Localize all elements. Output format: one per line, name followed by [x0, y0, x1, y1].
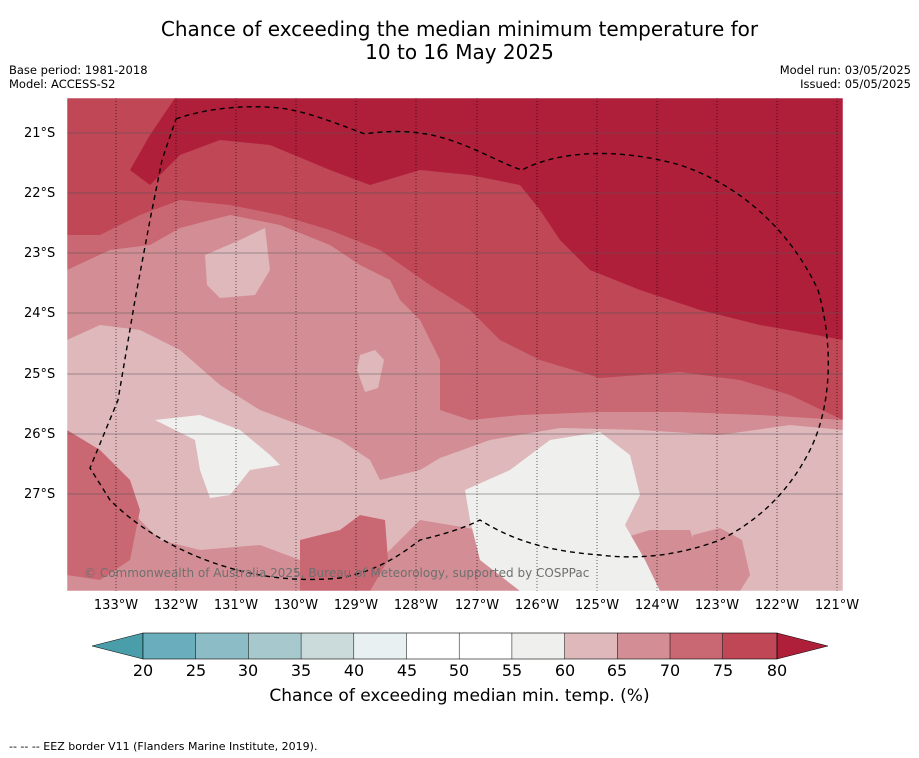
title-line-2: 10 to 16 May 2025	[365, 40, 554, 64]
patch-70-75-west	[67, 430, 140, 580]
lat-label-26s: 26°S	[24, 427, 56, 442]
colorbar-bin-70-75	[670, 633, 723, 659]
lon-label-126w: 126°W	[514, 598, 560, 613]
colorbar-bin-25-30	[195, 633, 249, 659]
model-run: Model run: 03/05/2025	[779, 63, 911, 77]
colorbar-outline	[142, 632, 778, 660]
colorbar-bin-55-60	[511, 633, 565, 659]
colorbar-tick-55: 55	[501, 661, 523, 680]
eez-footnote: -- -- -- EEZ border V11 (Flanders Marine…	[9, 740, 318, 753]
colorbar-tick-20: 20	[132, 661, 154, 680]
colorbar-bin-65-70	[617, 633, 670, 659]
zone-55-60-east	[465, 432, 660, 591]
lon-label-133w: 133°W	[93, 598, 139, 613]
patch-60-65-center	[357, 350, 384, 392]
map-fill-zones	[67, 98, 843, 591]
colorbar-tick-60: 60	[554, 661, 576, 680]
colorbar-bin-35-40	[301, 633, 354, 659]
patch-70-75-south	[300, 515, 388, 591]
lon-label-122w: 122°W	[754, 598, 800, 613]
right-metadata: Model run: 03/05/2025 Issued: 05/05/2025	[780, 63, 911, 91]
zone-above-80	[130, 98, 843, 340]
lon-label-130w: 130°W	[273, 598, 319, 613]
base-period: Base period: 1981-2018	[9, 63, 148, 77]
lon-label-129w: 129°W	[333, 598, 379, 613]
map-title: Chance of exceeding the median minimum t…	[0, 18, 919, 64]
colorbar-tick-30: 30	[237, 661, 259, 680]
colorbar	[91, 632, 829, 660]
colorbar-tick-80: 80	[766, 661, 788, 680]
model-name: Model: ACCESS-S2	[9, 77, 116, 91]
left-metadata: Base period: 1981-2018 Model: ACCESS-S2	[9, 63, 148, 91]
issued-date: Issued: 05/05/2025	[800, 77, 911, 91]
colorbar-bin-40-45	[353, 633, 407, 659]
colorbar-tick-50: 50	[448, 661, 470, 680]
lon-label-131w: 131°W	[213, 598, 259, 613]
longitude-gridlines	[115, 98, 838, 591]
title-line-1: Chance of exceeding the median minimum t…	[160, 17, 759, 41]
colorbar-dividers	[195, 633, 723, 659]
colorbar-bin-45-50	[406, 633, 460, 659]
lat-label-22s: 22°S	[24, 186, 56, 201]
zone-60-65	[67, 325, 843, 591]
map-frame	[66, 97, 844, 592]
lat-label-27s: 27°S	[24, 487, 56, 502]
lat-label-25s: 25°S	[24, 367, 56, 382]
colorbar-tick-40: 40	[343, 661, 365, 680]
colorbar-label: Chance of exceeding median min. temp. (%…	[269, 686, 650, 706]
colorbar-tick-70: 70	[659, 661, 681, 680]
colorbar-bin-50-55	[459, 633, 512, 659]
eez-border	[89, 106, 829, 581]
lon-label-125w: 125°W	[574, 598, 620, 613]
latitude-gridlines	[67, 132, 843, 495]
patch-60-65-north	[205, 228, 270, 298]
colorbar-bin-20-25	[143, 633, 196, 659]
lon-label-121w: 121°W	[814, 598, 860, 613]
lon-label-132w: 132°W	[153, 598, 199, 613]
lon-label-128w: 128°W	[393, 598, 439, 613]
lon-label-124w: 124°W	[634, 598, 680, 613]
colorbar-low-arrow	[91, 632, 144, 660]
lat-label-23s: 23°S	[24, 246, 56, 261]
lat-label-24s: 24°S	[24, 306, 56, 321]
patch-65-70-southeast	[690, 528, 750, 591]
colorbar-bin-75-80	[722, 633, 777, 659]
colorbar-tick-45: 45	[396, 661, 418, 680]
lon-label-127w: 127°W	[454, 598, 500, 613]
lon-label-123w: 123°W	[694, 598, 740, 613]
colorbar-tick-35: 35	[290, 661, 312, 680]
colorbar-bin-30-35	[248, 633, 302, 659]
colorbar-tick-25: 25	[185, 661, 207, 680]
colorbar-tick-65: 65	[606, 661, 628, 680]
colorbar-tick-75: 75	[712, 661, 734, 680]
copyright-notice: © Commonwealth of Australia 2025, Bureau…	[84, 566, 589, 580]
colorbar-high-arrow	[776, 632, 829, 660]
zone-55-60-west	[155, 415, 280, 498]
lat-label-21s: 21°S	[24, 126, 56, 141]
colorbar-bin-60-65	[564, 633, 618, 659]
